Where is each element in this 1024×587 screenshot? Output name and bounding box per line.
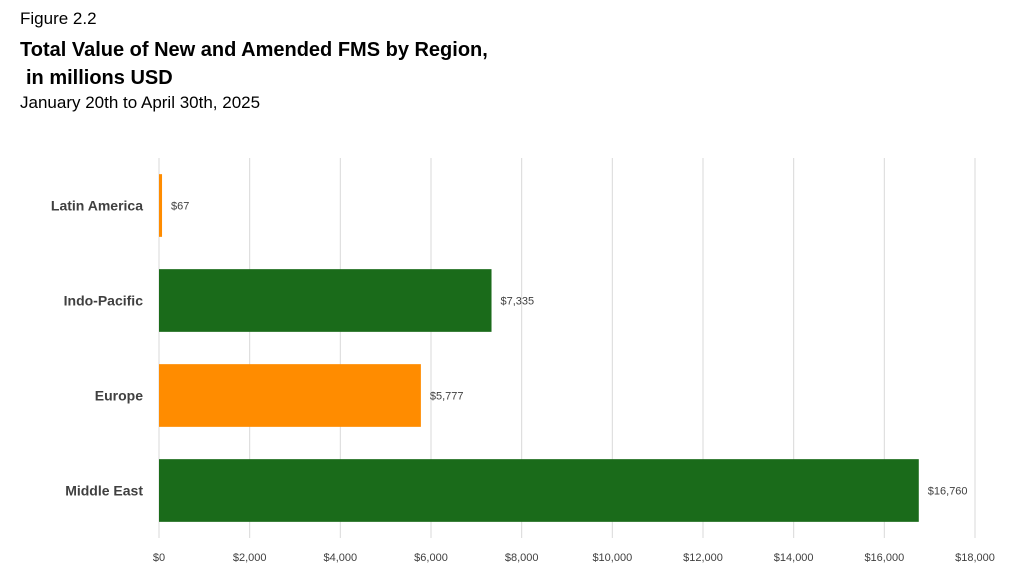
bar <box>159 459 919 522</box>
chart-subtitle: January 20th to April 30th, 2025 <box>20 93 261 112</box>
x-tick-label: $4,000 <box>324 552 358 564</box>
bar <box>159 364 421 427</box>
x-tick-label: $8,000 <box>505 552 539 564</box>
chart-title: Total Value of New and Amended FMS by Re… <box>20 36 488 92</box>
x-tick-label: $10,000 <box>592 552 632 564</box>
data-label: $5,777 <box>430 391 464 403</box>
x-tick-labels: $0 $2,000 $4,000 $6,000 $8,000 $10,000 $12,000… <box>153 552 995 564</box>
figure-label: Figure 2.2 <box>20 9 97 28</box>
bar <box>159 174 163 237</box>
data-label: $67 <box>171 201 189 213</box>
category-label: Indo-Pacific <box>64 293 144 309</box>
bars <box>159 174 919 522</box>
data-label: $16,760 <box>928 486 968 498</box>
x-tick-label: $6,000 <box>414 552 448 564</box>
x-tick-label: $18,000 <box>955 552 995 564</box>
x-tick-label: $14,000 <box>774 552 814 564</box>
x-tick-label: $0 <box>153 552 165 564</box>
x-tick-label: $2,000 <box>233 552 267 564</box>
category-label: Europe <box>95 388 143 404</box>
category-label: Latin America <box>51 198 143 214</box>
data-label: $7,335 <box>501 296 535 308</box>
category-labels: Latin America Indo-Pacific Europe Middle Ea… <box>51 198 143 499</box>
x-tick-label: $16,000 <box>864 552 904 564</box>
x-tick-label: $12,000 <box>683 552 723 564</box>
bar <box>159 269 492 332</box>
category-label: Middle East <box>65 483 143 499</box>
data-labels: $67 $7,335 $5,777 $16,760 <box>171 201 968 498</box>
chart-title-line-2: in millions USD <box>26 67 173 89</box>
chart-title-line-1: Total Value of New and Amended FMS by Re… <box>20 39 488 61</box>
